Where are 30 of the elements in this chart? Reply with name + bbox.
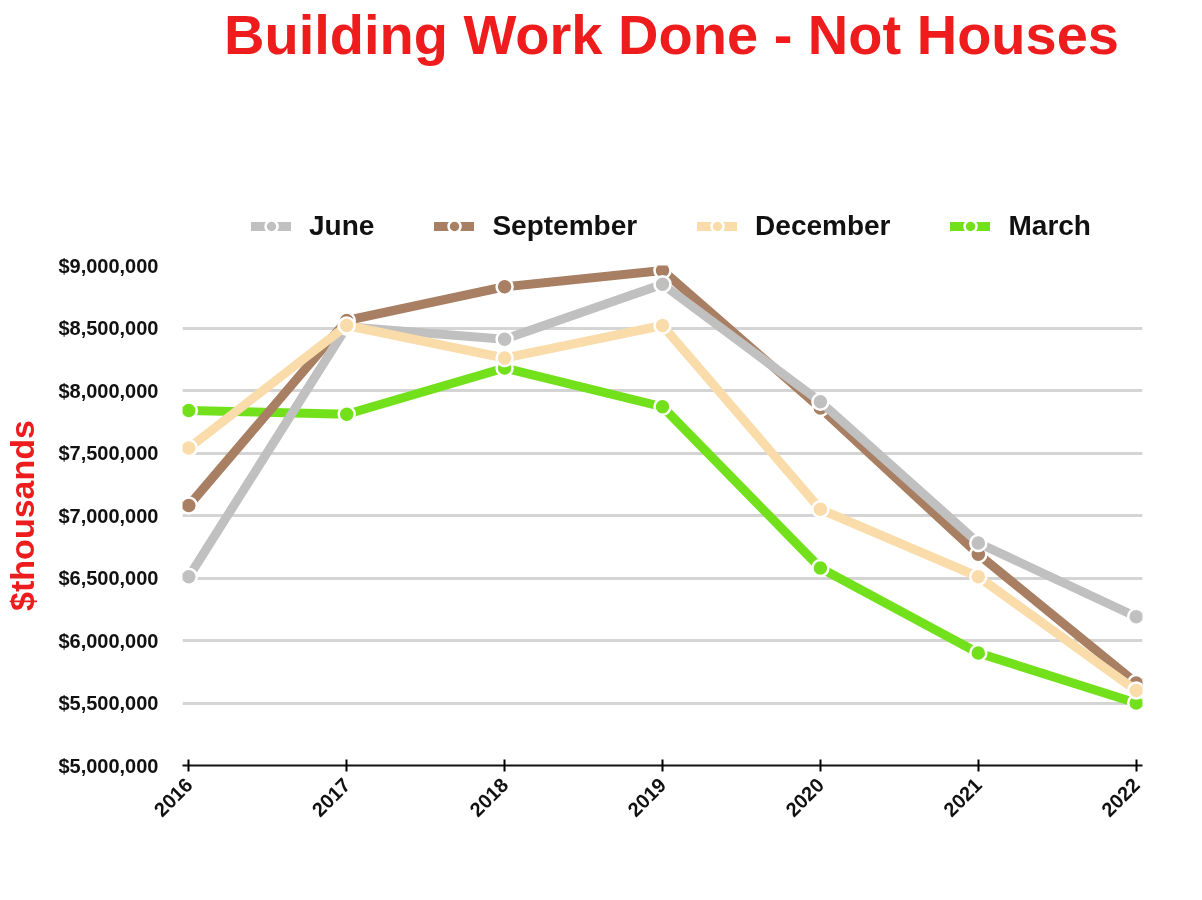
point [182,438,199,458]
point [495,348,514,368]
legend-label: June [309,210,375,242]
y-tick-label: $8,000,000 [58,379,159,402]
y-tick-label: $5,500,000 [58,692,159,714]
point [182,567,199,586]
point [969,643,988,663]
point [653,275,672,294]
y-tick-label: $6,000,000 [58,629,159,652]
chart-title: Building Work Done - Not Houses [224,2,1119,66]
point [811,558,830,578]
point [969,567,988,586]
point [969,533,988,553]
legend-label: December [755,210,891,242]
point [1126,681,1143,700]
point [182,496,199,515]
y-tick-label: $6,500,000 [58,567,159,589]
point [653,316,672,335]
y-tick-label: $5,000,000 [58,754,159,777]
legend-label: March [1008,210,1091,242]
y-tick-label: $7,500,000 [58,442,159,464]
y-tick-label: $7,000,000 [58,504,159,527]
point [1126,607,1143,626]
point [182,401,199,420]
point [811,500,830,519]
y-tick-label: $8,500,000 [58,317,159,339]
y-tick-label: $9,000,000 [58,254,159,277]
y-axis-title: $thousands [3,420,42,611]
point [811,392,830,411]
legend-label: September [492,210,638,242]
